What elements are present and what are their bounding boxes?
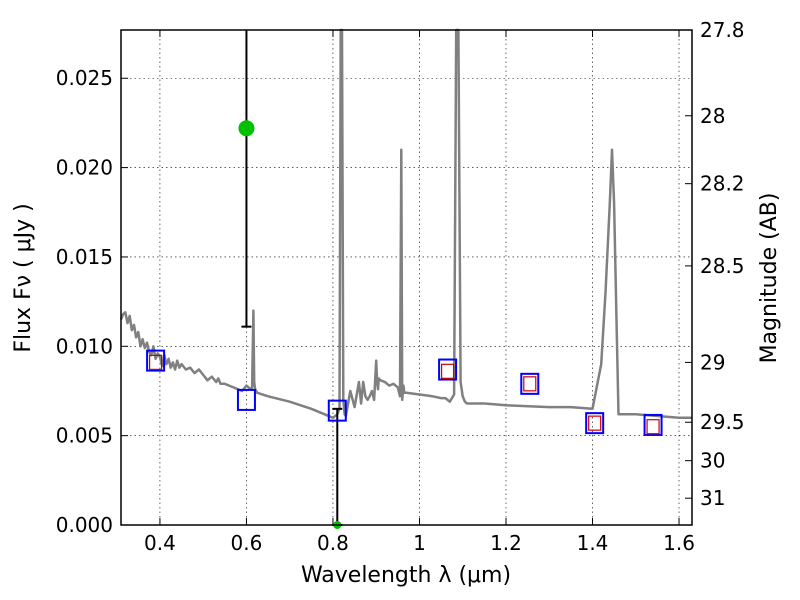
magnitude-axis-ticks: 27.8 28 28.2 28.5 29 29.5 30 31 bbox=[685, 18, 745, 510]
observed-photometry-square bbox=[149, 354, 163, 370]
observed-photometry-square bbox=[646, 419, 660, 435]
magnitude-tick-label: 29.5 bbox=[700, 410, 745, 434]
observed-photometry-square bbox=[588, 415, 602, 431]
model-photometry-square bbox=[236, 388, 256, 411]
model-photometry-square bbox=[146, 349, 166, 372]
x-axis-label: Wavelength λ (μm) bbox=[301, 563, 511, 588]
y-tick-label: 0.005 bbox=[56, 424, 113, 448]
y-tick-label: 0.010 bbox=[56, 334, 113, 358]
magnitude-tick-label: 30 bbox=[700, 449, 725, 473]
model-photometry-square bbox=[643, 413, 663, 436]
magnitude-tick-label: 29 bbox=[700, 350, 725, 374]
model-sed-group bbox=[119, 28, 692, 420]
magnitude-axis-label: Magnitude (AB) bbox=[757, 193, 782, 364]
model-photometry-square bbox=[585, 412, 605, 435]
x-tick-label: 1.2 bbox=[490, 531, 522, 555]
magnitude-tick-label: 28.5 bbox=[700, 254, 745, 278]
measured-point bbox=[238, 120, 255, 137]
x-tick-label: 1.6 bbox=[663, 531, 695, 555]
observed-photometry-group bbox=[149, 354, 660, 435]
x-tick-label: 0.6 bbox=[231, 531, 263, 555]
magnitude-tick-label: 28 bbox=[700, 104, 725, 128]
x-tick-label: 0.8 bbox=[317, 531, 349, 555]
y-axis-ticks: 0.000 0.005 0.010 0.015 0.020 0.025 bbox=[56, 66, 128, 537]
x-axis-ticks: 0.4 0.6 0.8 1 1.2 1.4 1.6 bbox=[144, 30, 695, 555]
y-tick-label: 0.020 bbox=[56, 156, 113, 180]
y-tick-label: 0.025 bbox=[56, 66, 113, 90]
model-sed-line bbox=[119, 28, 692, 420]
x-tick-label: 0.4 bbox=[144, 531, 176, 555]
y-axis-label: Flux Fν ( μJy ) bbox=[11, 203, 36, 352]
y-tick-label: 0.015 bbox=[56, 245, 113, 269]
model-photometry-square bbox=[327, 399, 347, 422]
model-photometry-group bbox=[146, 349, 663, 436]
magnitude-tick-label: 27.8 bbox=[700, 18, 745, 42]
model-photometry-square bbox=[438, 358, 458, 381]
x-tick-label: 1.4 bbox=[577, 531, 609, 555]
observed-photometry-square bbox=[440, 363, 455, 379]
error-bars bbox=[241, 30, 343, 526]
magnitude-tick-label: 31 bbox=[700, 486, 725, 510]
model-photometry-square bbox=[520, 372, 540, 395]
magnitude-tick-label: 28.2 bbox=[700, 172, 745, 196]
x-tick-label: 1 bbox=[413, 531, 426, 555]
observed-photometry-square bbox=[523, 376, 537, 392]
y-tick-label: 0.000 bbox=[56, 513, 113, 537]
plot-frame bbox=[120, 29, 693, 526]
